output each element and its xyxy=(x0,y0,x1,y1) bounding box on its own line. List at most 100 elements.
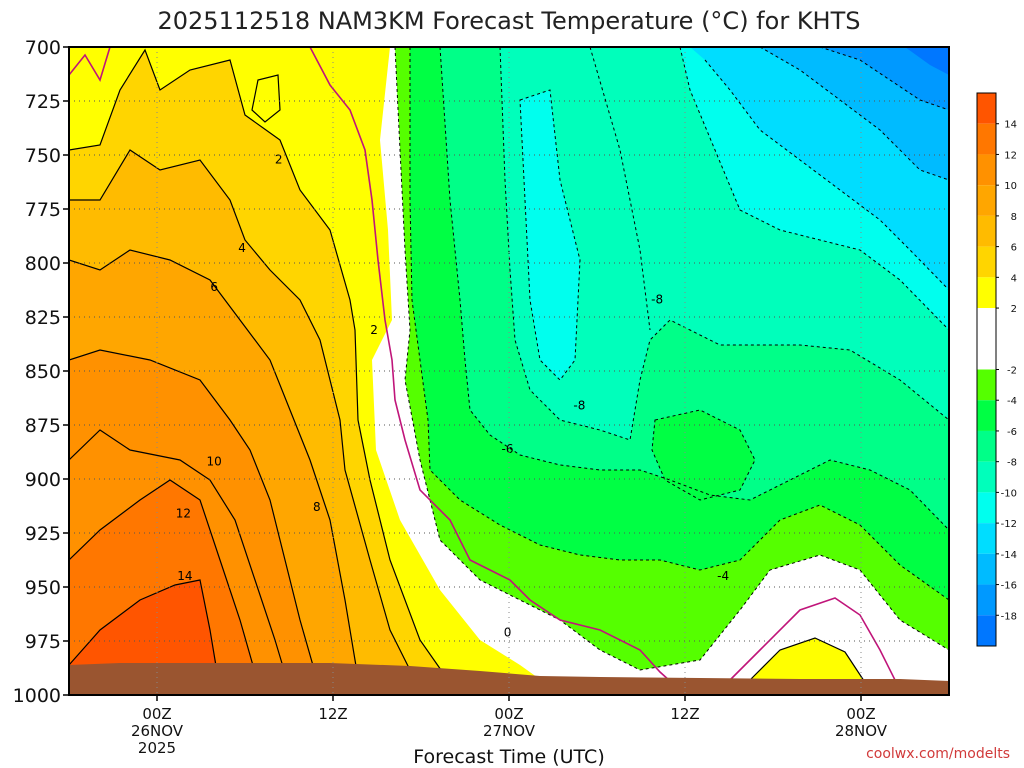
band-neg18-to-neg20 xyxy=(905,47,949,75)
y-tick-label: 975 xyxy=(25,631,61,653)
y-tick-label: 1000 xyxy=(13,685,61,707)
colorbar-bin xyxy=(977,461,996,493)
colorbar-bin xyxy=(977,277,996,309)
colorbar-bin xyxy=(977,215,996,247)
freezing-lines xyxy=(69,47,901,691)
contour-line xyxy=(651,409,756,501)
y-tick-label: 850 xyxy=(25,361,61,383)
colorbar-bin xyxy=(977,430,996,462)
colorbar-tick-label: 14 xyxy=(1004,120,1017,131)
y-tick-label: 925 xyxy=(25,523,61,545)
y-tick-label: 750 xyxy=(25,145,61,167)
y-tick-label: 900 xyxy=(25,469,61,491)
colorbar-tick-label: 10 xyxy=(1004,181,1017,192)
freezing-line-0c xyxy=(309,47,681,691)
y-tick-label: 800 xyxy=(25,253,61,275)
contour-line xyxy=(69,249,361,691)
freezing-line-0c-late xyxy=(719,597,901,691)
vertical-grid xyxy=(156,47,862,695)
contour-line xyxy=(69,429,291,691)
colorbar-tick-label: -8 xyxy=(1007,458,1017,469)
band-neg10-to-neg12 xyxy=(520,90,580,380)
freezing-line-0c-top xyxy=(69,47,111,82)
contour-line xyxy=(69,579,221,691)
colorbar-bin xyxy=(977,553,996,585)
contour-line xyxy=(519,89,581,381)
x-tick-label: 00Z xyxy=(846,705,875,723)
x-tick-date: 26NOV xyxy=(131,722,184,740)
contour-label: -8 xyxy=(651,293,663,307)
y-tick-label: 700 xyxy=(25,37,61,59)
contour-labels: 2 4 6 2 10 12 8 14 -8 -8 -6 -4 0 xyxy=(176,152,729,639)
colorbar-tick-label: -18 xyxy=(1001,611,1017,622)
colorbar-tick-label: -10 xyxy=(1001,488,1017,499)
colorbar-bin xyxy=(977,246,996,278)
colorbar: 14 12 10 8 6 4 2 -2 -4 -6 -8 -10 -12 -14 -16 -18 xyxy=(976,92,1017,647)
contour-line xyxy=(679,47,949,331)
band-neg16-to-neg18 xyxy=(820,47,949,110)
colorbar-tick-label: -2 xyxy=(1007,366,1017,377)
x-tick-year: 2025 xyxy=(138,739,176,757)
colorbar-bin xyxy=(977,523,996,554)
y-tick-label: 875 xyxy=(25,415,61,437)
warm-contour-lines xyxy=(69,48,871,691)
contour-label: -6 xyxy=(502,442,514,456)
colorbar-tick-label: 8 xyxy=(1011,212,1017,223)
colorbar-tick-label: -4 xyxy=(1007,396,1017,407)
contour-line xyxy=(69,479,261,691)
contour-line xyxy=(704,59,949,291)
contour-label: -4 xyxy=(717,569,729,583)
band-14-to-16 xyxy=(69,580,220,690)
colorbar-tick-label: -16 xyxy=(1001,581,1017,592)
contour-fill xyxy=(69,47,949,695)
contour-label: 10 xyxy=(207,455,222,469)
contour-line xyxy=(251,74,281,123)
colorbar-bin xyxy=(977,584,996,616)
x-tick-label: 00Z xyxy=(494,705,523,723)
contour-label: 8 xyxy=(313,500,321,514)
x-tick-label: 12Z xyxy=(670,705,699,723)
colorbar-tick-label: 6 xyxy=(1011,243,1017,254)
contour-label: 6 xyxy=(210,280,218,294)
colorbar-bin xyxy=(977,185,996,216)
x-tick-date: 27NOV xyxy=(483,722,536,740)
contour-line xyxy=(69,349,321,691)
colorbar-bin xyxy=(977,154,996,186)
credit-link[interactable]: coolwx.com/modelts xyxy=(866,746,1010,762)
band-neg4-to-neg6-pocket xyxy=(652,410,755,500)
y-tick-label: 950 xyxy=(25,577,61,599)
colorbar-bin xyxy=(977,492,996,524)
contour-label: 12 xyxy=(176,507,191,521)
colorbar-tick-label: -6 xyxy=(1007,427,1017,438)
colorbar-tick-label: -12 xyxy=(1001,519,1017,530)
y-tick-label: 775 xyxy=(25,199,61,221)
x-tick-label: 00Z xyxy=(142,705,171,723)
x-tick-label: 12Z xyxy=(318,705,347,723)
contour-line xyxy=(759,47,949,181)
colorbar-bin xyxy=(977,93,996,124)
contour-line xyxy=(69,48,456,691)
chart-title: 2025112518 NAM3KM Forecast Temperature (… xyxy=(157,7,860,35)
colorbar-tick-label: -14 xyxy=(1001,550,1017,561)
colorbar-tick-label: 2 xyxy=(1011,304,1017,315)
contour-label: -8 xyxy=(573,399,585,413)
contour-line xyxy=(499,47,949,441)
contour-label: 2 xyxy=(370,323,378,337)
y-tick-label: 725 xyxy=(25,91,61,113)
contour-label: 2 xyxy=(275,152,283,166)
contour-line xyxy=(439,47,949,531)
contour-line xyxy=(589,47,651,331)
colorbar-bin xyxy=(977,400,996,431)
contour-label: 0 xyxy=(504,625,512,639)
colorbar-bin xyxy=(977,615,996,646)
contour-line xyxy=(819,47,949,111)
x-axis-label: Forecast Time (UTC) xyxy=(413,746,604,768)
colorbar-bin xyxy=(977,308,996,370)
contour-label: 4 xyxy=(238,241,246,255)
ground xyxy=(69,663,949,695)
contour-line xyxy=(69,149,421,691)
colorbar-tick-label: 4 xyxy=(1011,273,1017,284)
contour-label: 14 xyxy=(177,569,192,583)
